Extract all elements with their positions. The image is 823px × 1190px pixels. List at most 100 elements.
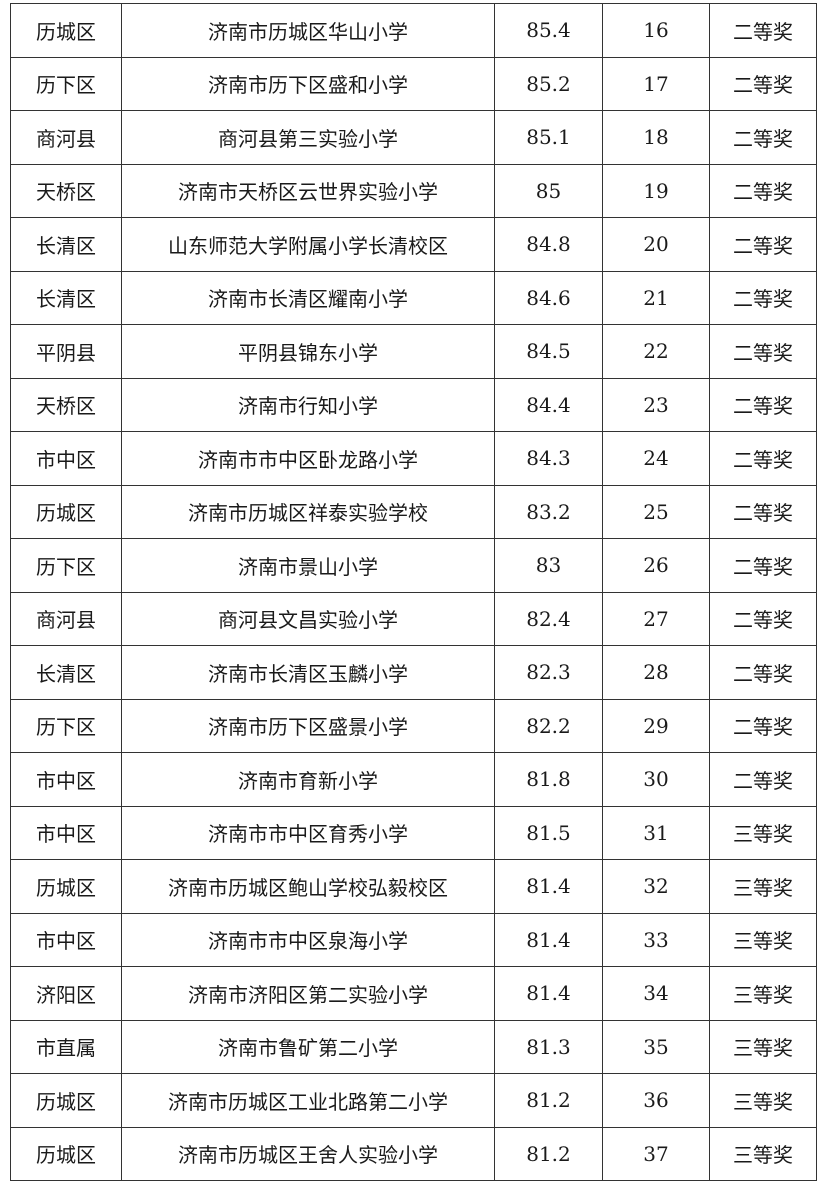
cell-district: 历城区 xyxy=(10,484,122,539)
results-table: 历城区 济南市历城区华山小学 85.4 16 二等奖 历下区 济南市历下区盛和小学 85.2 1… xyxy=(10,3,817,1181)
cell-district: 历下区 xyxy=(10,538,122,593)
cell-award: 二等奖 xyxy=(709,3,817,58)
cell-school: 济南市长清区玉麟小学 xyxy=(121,645,495,700)
cell-score: 81.4 xyxy=(494,859,603,914)
cell-school: 济南市鲁矿第二小学 xyxy=(121,1019,495,1074)
cell-award: 二等奖 xyxy=(709,56,817,111)
cell-award: 二等奖 xyxy=(709,270,817,325)
cell-score: 81.4 xyxy=(494,912,603,967)
cell-award: 二等奖 xyxy=(709,698,817,753)
table-row: 历下区 济南市景山小学 83 26 二等奖 xyxy=(10,538,817,593)
cell-award: 三等奖 xyxy=(709,912,817,967)
cell-district: 市直属 xyxy=(10,1019,122,1074)
cell-score: 85 xyxy=(494,163,603,218)
table-row: 长清区 济南市长清区耀南小学 84.6 21 二等奖 xyxy=(10,270,817,325)
cell-rank: 30 xyxy=(602,752,710,807)
cell-score: 81.3 xyxy=(494,1019,603,1074)
cell-rank: 18 xyxy=(602,110,710,165)
cell-score: 82.3 xyxy=(494,645,603,700)
table-row: 济阳区 济南市济阳区第二实验小学 81.4 34 三等奖 xyxy=(10,966,817,1021)
table-row: 天桥区 济南市行知小学 84.4 23 二等奖 xyxy=(10,377,817,432)
cell-rank: 36 xyxy=(602,1073,710,1128)
table-row: 市直属 济南市鲁矿第二小学 81.3 35 三等奖 xyxy=(10,1019,817,1074)
cell-rank: 23 xyxy=(602,377,710,432)
cell-rank: 32 xyxy=(602,859,710,914)
cell-district: 市中区 xyxy=(10,431,122,486)
table-row: 长清区 济南市长清区玉麟小学 82.3 28 二等奖 xyxy=(10,645,817,700)
cell-award: 三等奖 xyxy=(709,1073,817,1128)
cell-award: 二等奖 xyxy=(709,538,817,593)
cell-school: 济南市市中区育秀小学 xyxy=(121,805,495,860)
cell-school: 山东师范大学附属小学长清校区 xyxy=(121,217,495,272)
cell-score: 84.6 xyxy=(494,270,603,325)
cell-school: 济南市景山小学 xyxy=(121,538,495,593)
cell-score: 83 xyxy=(494,538,603,593)
cell-rank: 27 xyxy=(602,591,710,646)
cell-score: 84.3 xyxy=(494,431,603,486)
cell-school: 济南市历城区鲍山学校弘毅校区 xyxy=(121,859,495,914)
cell-score: 81.2 xyxy=(494,1073,603,1128)
cell-district: 长清区 xyxy=(10,217,122,272)
cell-award: 二等奖 xyxy=(709,163,817,218)
cell-district: 商河县 xyxy=(10,110,122,165)
cell-rank: 20 xyxy=(602,217,710,272)
cell-rank: 35 xyxy=(602,1019,710,1074)
cell-rank: 22 xyxy=(602,324,710,379)
table-row: 历城区 济南市历城区王舍人实验小学 81.2 37 三等奖 xyxy=(10,1126,817,1181)
results-table-body: 历城区 济南市历城区华山小学 85.4 16 二等奖 历下区 济南市历下区盛和小学 85.2 1… xyxy=(10,3,817,1181)
cell-score: 85.4 xyxy=(494,3,603,58)
cell-rank: 37 xyxy=(602,1126,710,1181)
cell-score: 84.8 xyxy=(494,217,603,272)
cell-award: 二等奖 xyxy=(709,591,817,646)
cell-school: 济南市历下区盛景小学 xyxy=(121,698,495,753)
cell-school: 济南市市中区泉海小学 xyxy=(121,912,495,967)
table-row: 历下区 济南市历下区盛景小学 82.2 29 二等奖 xyxy=(10,698,817,753)
cell-school: 济南市历城区华山小学 xyxy=(121,3,495,58)
cell-district: 历城区 xyxy=(10,1073,122,1128)
cell-score: 85.1 xyxy=(494,110,603,165)
cell-school: 济南市长清区耀南小学 xyxy=(121,270,495,325)
cell-rank: 33 xyxy=(602,912,710,967)
cell-score: 81.4 xyxy=(494,966,603,1021)
cell-school: 济南市育新小学 xyxy=(121,752,495,807)
table-row: 历城区 济南市历城区华山小学 85.4 16 二等奖 xyxy=(10,3,817,58)
cell-award: 三等奖 xyxy=(709,966,817,1021)
cell-award: 二等奖 xyxy=(709,752,817,807)
cell-award: 三等奖 xyxy=(709,1019,817,1074)
cell-award: 二等奖 xyxy=(709,377,817,432)
cell-district: 历下区 xyxy=(10,56,122,111)
cell-district: 市中区 xyxy=(10,805,122,860)
cell-rank: 16 xyxy=(602,3,710,58)
cell-score: 83.2 xyxy=(494,484,603,539)
table-row: 历城区 济南市历城区祥泰实验学校 83.2 25 二等奖 xyxy=(10,484,817,539)
cell-rank: 17 xyxy=(602,56,710,111)
table-row: 平阴县 平阴县锦东小学 84.5 22 二等奖 xyxy=(10,324,817,379)
table-row: 天桥区 济南市天桥区云世界实验小学 85 19 二等奖 xyxy=(10,163,817,218)
cell-school: 平阴县锦东小学 xyxy=(121,324,495,379)
cell-award: 三等奖 xyxy=(709,859,817,914)
cell-district: 历城区 xyxy=(10,1126,122,1181)
cell-school: 济南市济阳区第二实验小学 xyxy=(121,966,495,1021)
cell-district: 历下区 xyxy=(10,698,122,753)
cell-score: 84.5 xyxy=(494,324,603,379)
cell-district: 市中区 xyxy=(10,912,122,967)
cell-district: 长清区 xyxy=(10,645,122,700)
table-row: 长清区 山东师范大学附属小学长清校区 84.8 20 二等奖 xyxy=(10,217,817,272)
cell-district: 商河县 xyxy=(10,591,122,646)
cell-rank: 28 xyxy=(602,645,710,700)
cell-score: 81.8 xyxy=(494,752,603,807)
cell-school: 商河县文昌实验小学 xyxy=(121,591,495,646)
cell-award: 二等奖 xyxy=(709,110,817,165)
cell-rank: 21 xyxy=(602,270,710,325)
cell-award: 二等奖 xyxy=(709,645,817,700)
cell-school: 济南市历城区工业北路第二小学 xyxy=(121,1073,495,1128)
cell-district: 天桥区 xyxy=(10,163,122,218)
table-row: 历城区 济南市历城区鲍山学校弘毅校区 81.4 32 三等奖 xyxy=(10,859,817,914)
cell-school: 商河县第三实验小学 xyxy=(121,110,495,165)
cell-rank: 19 xyxy=(602,163,710,218)
table-row: 市中区 济南市市中区泉海小学 81.4 33 三等奖 xyxy=(10,912,817,967)
cell-score: 81.5 xyxy=(494,805,603,860)
cell-school: 济南市天桥区云世界实验小学 xyxy=(121,163,495,218)
table-row: 市中区 济南市市中区卧龙路小学 84.3 24 二等奖 xyxy=(10,431,817,486)
cell-score: 82.2 xyxy=(494,698,603,753)
